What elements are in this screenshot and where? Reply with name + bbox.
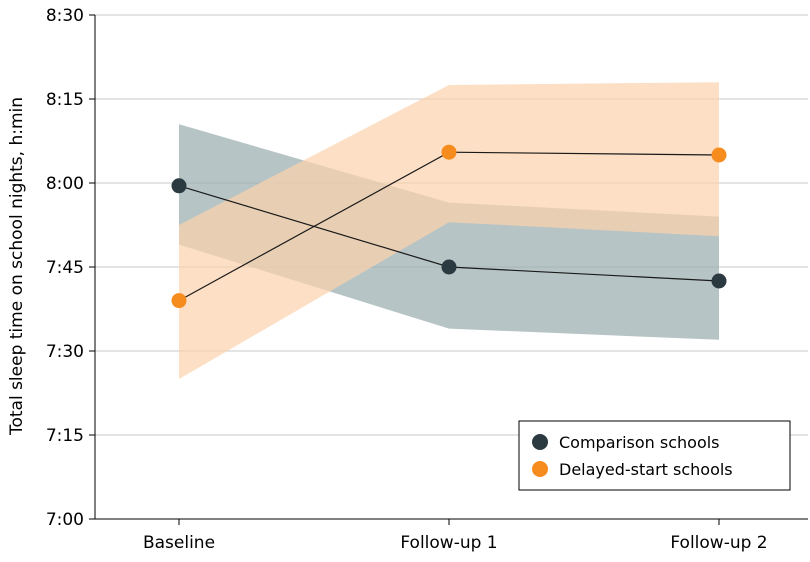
series-points [171,144,727,309]
data-point-comparison-schools [711,273,727,289]
legend-marker-delayed-start-schools [532,461,548,477]
y-tick-label: 8:30 [46,6,84,26]
y-tick-label: 8:00 [46,174,84,194]
legend-box [518,420,791,491]
x-tick-label: Follow-up 1 [400,533,497,553]
x-tick-label: Baseline [143,533,215,553]
data-point-delayed-start-schools [171,293,187,309]
y-tick-label: 7:30 [46,342,84,362]
data-point-comparison-schools [441,259,457,275]
y-tick-label: 8:15 [46,90,84,110]
data-point-comparison-schools [171,178,187,194]
legend: Comparison schools Delayed-start schools [518,420,791,491]
legend-marker-comparison-schools [532,434,548,450]
confidence-bands [179,82,719,379]
legend-label-delayed-start-schools: Delayed-start schools [559,460,733,479]
x-tick-label: Follow-up 2 [670,533,767,553]
data-point-delayed-start-schools [711,147,727,163]
y-tick-label: 7:15 [46,426,84,446]
legend-label-comparison-schools: Comparison schools [559,433,720,452]
y-tick-labels: 7:00 7:15 7:30 7:45 8:00 8:15 8:30 [46,6,84,530]
y-axis-label: Total sleep time on school nights, h:min [7,97,27,436]
y-tick-label: 7:00 [46,510,84,530]
ci-band-delayed-start-schools [179,82,719,379]
y-tick-label: 7:45 [46,258,84,278]
axes [89,14,808,525]
x-tick-labels: Baseline Follow-up 1 Follow-up 2 [143,533,768,553]
data-point-delayed-start-schools [441,144,457,160]
